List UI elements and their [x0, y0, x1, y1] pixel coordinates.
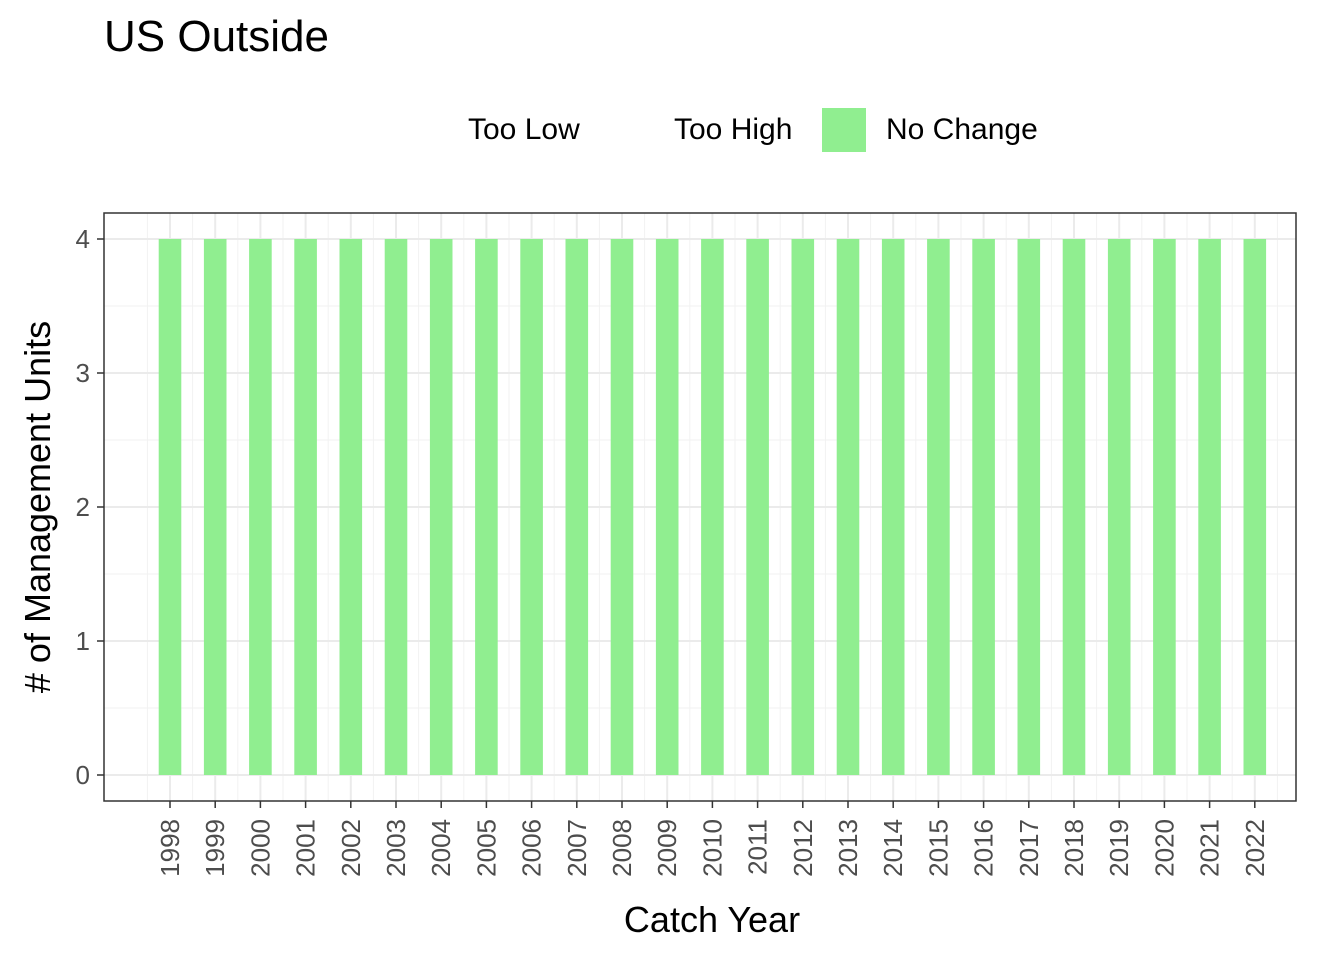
bar-2019: [1107, 239, 1131, 775]
legend-item-no-change: No Change: [822, 104, 1038, 156]
x-tick-label: 2013: [833, 819, 863, 877]
x-tick-label: 2006: [517, 819, 547, 877]
x-tick-label: 2019: [1104, 819, 1134, 877]
bar-2001: [294, 239, 317, 775]
bar-2014: [881, 239, 905, 775]
x-tick-label: 2008: [607, 819, 637, 877]
bar-2008: [610, 239, 634, 775]
x-tick-label: 2000: [245, 819, 275, 877]
x-tick-label: 2012: [788, 819, 818, 877]
legend-item-too-low: Too Low: [468, 104, 580, 156]
bar-2016: [972, 239, 995, 775]
x-tick-label: 2021: [1195, 819, 1225, 877]
bar-2013: [836, 239, 860, 775]
x-tick-label: 2003: [381, 819, 411, 877]
x-tick-label: 2005: [471, 819, 501, 877]
x-tick-label: 2011: [743, 819, 773, 875]
x-tick-label: 2004: [426, 819, 456, 877]
bars: [158, 239, 1267, 775]
x-axis-title: Catch Year: [624, 899, 800, 940]
x-tick-label: 2009: [652, 819, 682, 877]
x-tick-label: 2020: [1149, 819, 1179, 877]
bar-2021: [1198, 239, 1221, 775]
legend-label-too-high: Too High: [674, 113, 793, 146]
x-tick-label: 2015: [923, 819, 953, 877]
bar-2010: [701, 239, 724, 775]
x-tick-label: 2014: [878, 819, 908, 877]
x-tick-label: 2017: [1014, 819, 1044, 877]
x-tick-label: 2007: [562, 819, 592, 877]
bar-2007: [565, 239, 589, 775]
bar-2012: [791, 239, 815, 775]
bar-2009: [655, 239, 679, 775]
x-tick-label: 2016: [969, 819, 999, 877]
x-tick-label: 2002: [336, 819, 366, 877]
x-tick-label: 2010: [697, 819, 727, 877]
bar-2017: [1017, 239, 1041, 775]
y-axis: 0 1 2 3 4: [76, 224, 104, 790]
bar-2020: [1153, 239, 1176, 775]
y-tick-label: 3: [76, 358, 90, 388]
x-axis: 1998 1999 2000 2001 2002 2003 2004 2005 2006 2007…: [155, 801, 1270, 877]
x-tick-label: 1999: [200, 819, 230, 877]
legend-item-too-high: Too High: [674, 104, 792, 156]
x-tick-label: 2022: [1240, 819, 1270, 877]
x-tick-label: 1998: [155, 819, 185, 877]
bar-2022: [1243, 239, 1267, 775]
bar-2000: [249, 239, 272, 775]
bar-2006: [520, 239, 543, 775]
bar-1999: [203, 239, 227, 775]
legend-label-no-change: No Change: [886, 113, 1038, 146]
bar-2005: [475, 239, 498, 775]
bar-2011: [746, 239, 769, 775]
bar-2004: [429, 239, 453, 775]
y-tick-label: 2: [76, 492, 90, 522]
y-tick-label: 1: [76, 626, 90, 656]
legend-label-too-low: Too Low: [468, 113, 580, 146]
chart-title: US Outside: [104, 12, 329, 61]
bar-1998: [158, 239, 182, 775]
bar-2002: [339, 239, 363, 775]
legend: Too Low Too High No Change: [0, 104, 1344, 156]
bar-2015: [927, 239, 950, 775]
legend-key-no-change: [822, 108, 866, 152]
y-axis-title: # of Management Units: [17, 321, 58, 693]
bar-2018: [1062, 239, 1086, 775]
x-tick-label: 2018: [1059, 819, 1089, 877]
y-tick-label: 0: [76, 760, 90, 790]
y-tick-label: 4: [76, 224, 90, 254]
bar-2003: [384, 239, 408, 775]
x-tick-label: 2001: [291, 819, 321, 877]
